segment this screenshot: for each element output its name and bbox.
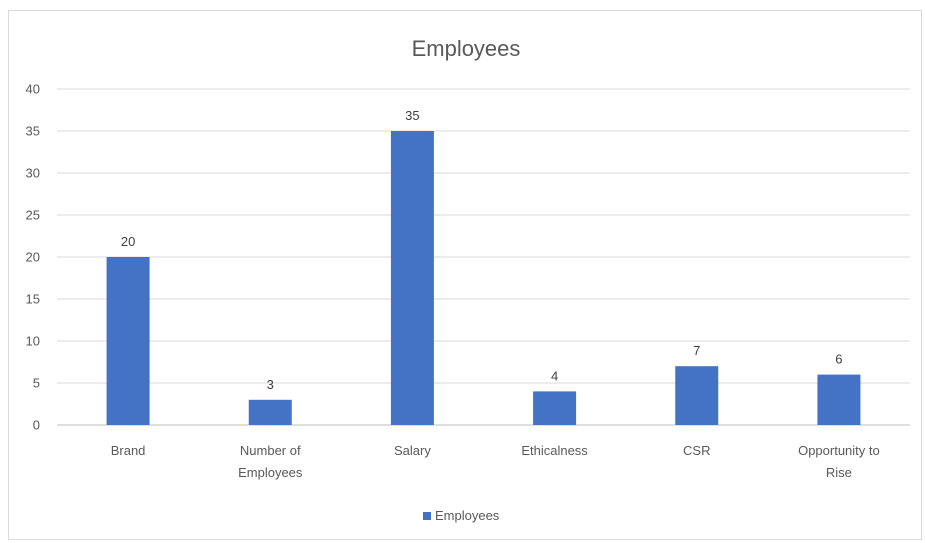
x-category-label: Number of Employees	[238, 443, 303, 480]
chart-frame	[8, 10, 922, 540]
bars	[106, 131, 861, 425]
data-label: 6	[835, 352, 842, 367]
data-label: 3	[267, 377, 274, 392]
data-label: 20	[121, 234, 135, 249]
x-category-label: Salary	[394, 443, 431, 458]
bar	[675, 366, 719, 425]
y-tick-label: 35	[26, 124, 40, 139]
y-tick-label: 40	[26, 82, 40, 97]
bar	[106, 257, 150, 425]
bar	[817, 374, 861, 425]
data-label: 35	[405, 108, 419, 123]
chart-title: Employees	[412, 36, 521, 61]
y-tick-label: 0	[33, 418, 40, 433]
x-category-label: CSR	[683, 443, 710, 458]
y-tick-label: 15	[26, 292, 40, 307]
legend-label: Employees	[435, 508, 500, 523]
y-tick-label: 5	[33, 376, 40, 391]
bar	[533, 391, 577, 425]
legend: Employees	[423, 508, 500, 523]
x-category-label: Brand	[111, 443, 146, 458]
bar	[248, 399, 292, 425]
y-tick-label: 10	[26, 334, 40, 349]
y-tick-label: 25	[26, 208, 40, 223]
data-labels: 20 3 35 4 7 6	[121, 108, 843, 392]
data-label: 7	[693, 343, 700, 358]
y-tick-label: 30	[26, 166, 40, 181]
gridlines	[57, 88, 910, 426]
y-axis-ticks: 0 5 10 15 20 25 30 35 40	[26, 82, 40, 433]
x-axis-categories: Brand Number of Employees Salary Ethicalness…	[111, 443, 880, 480]
legend-swatch	[423, 512, 431, 520]
x-category-label: Ethicalness	[521, 443, 588, 458]
data-label: 4	[551, 368, 558, 383]
bar	[390, 131, 434, 425]
y-tick-label: 20	[26, 250, 40, 265]
x-category-label: Opportunity to Rise	[798, 443, 880, 480]
